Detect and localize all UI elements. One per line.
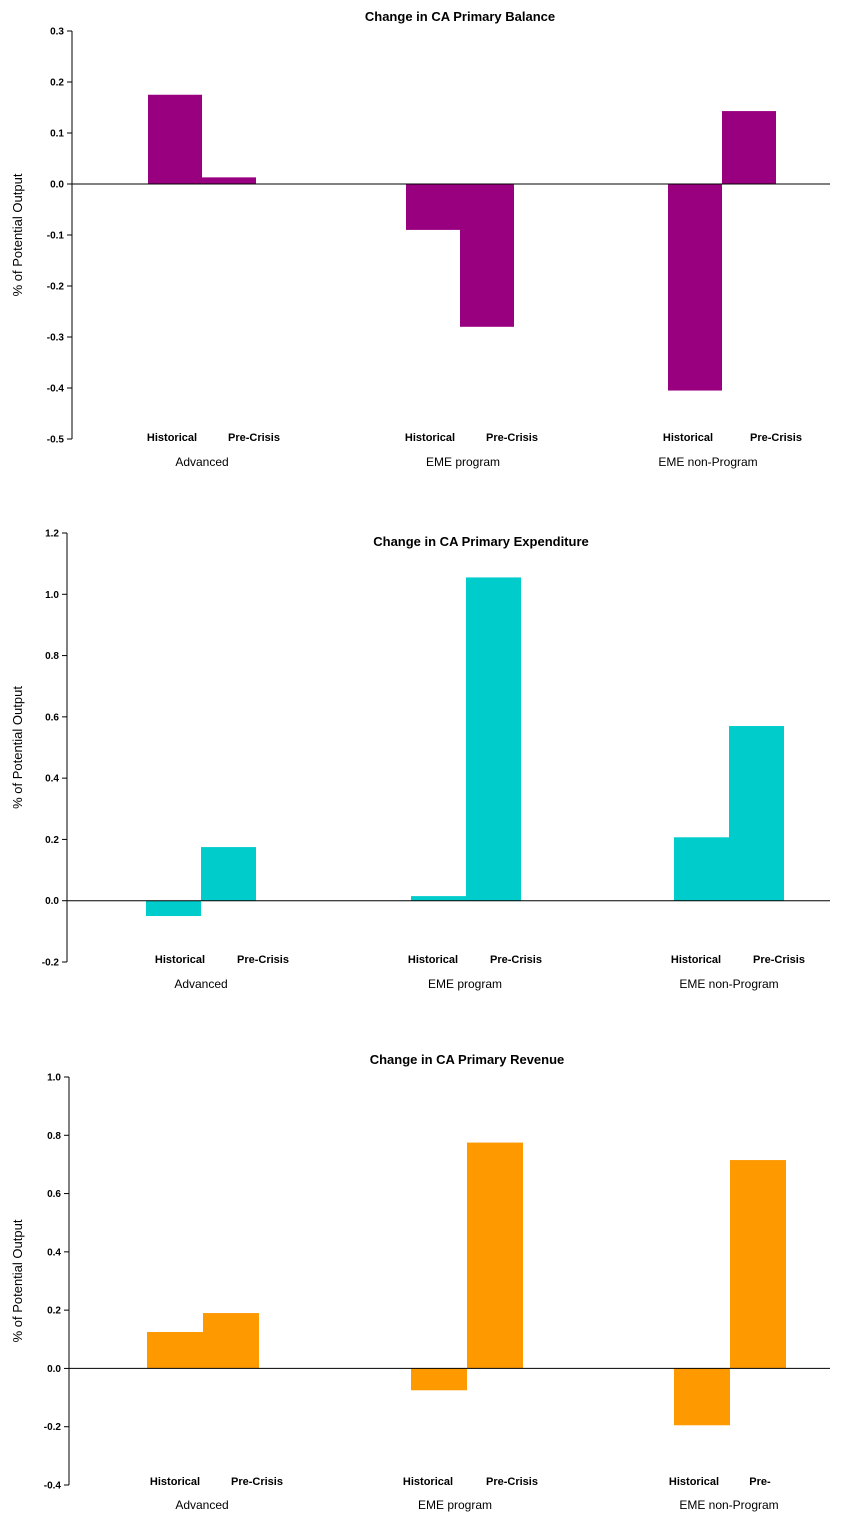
- bar-eme-non-program-pre-crisis: [729, 726, 784, 901]
- bar-category-label: Pre-: [749, 1476, 771, 1488]
- bar-eme-non-program-pre-crisis: [730, 1160, 786, 1369]
- bar-advanced-pre-crisis: [203, 1313, 259, 1369]
- group-label: Advanced: [175, 1498, 228, 1512]
- chart-3: Change in CA Primary Revenue % of Potenti…: [10, 1052, 830, 1512]
- y-tick-label: -0.2: [47, 282, 65, 293]
- bar-category-label: Historical: [147, 432, 197, 444]
- chart-2: Change in CA Primary Expenditure % of Pot…: [10, 529, 830, 991]
- bar-category-label: Pre-Crisis: [231, 1476, 283, 1488]
- y-tick-label: -0.4: [44, 1481, 62, 1492]
- y-axis-label: % of Potential Output: [10, 686, 25, 809]
- bar-advanced-historical: [148, 94, 202, 184]
- bar-eme-program-pre-crisis: [460, 184, 514, 327]
- y-tick-label: -0.4: [47, 384, 65, 395]
- chart-1: Change in CA Primary Balance % of Potenti…: [10, 9, 830, 469]
- y-tick-label: 0.3: [50, 27, 64, 38]
- bar-category-label: Historical: [663, 432, 713, 444]
- chart-title: Change in CA Primary Balance: [365, 9, 555, 24]
- group-label: EME program: [418, 1498, 492, 1512]
- chart-title: Change in CA Primary Expenditure: [373, 534, 589, 549]
- y-tick-label: -0.3: [47, 333, 65, 344]
- group-label: EME program: [426, 455, 500, 469]
- y-tick-label: 0.0: [50, 180, 64, 191]
- y-tick-label: 0.8: [45, 651, 59, 662]
- group-label: EME program: [428, 977, 502, 991]
- bar-category-label: Pre-Crisis: [228, 432, 280, 444]
- bar-eme-non-program-historical: [668, 184, 722, 391]
- bar-eme-non-program-historical: [674, 1368, 730, 1426]
- bar-eme-program-historical: [406, 184, 460, 230]
- group-label: EME non-Program: [658, 455, 757, 469]
- bar-advanced-historical: [147, 1332, 203, 1369]
- y-tick-label: 0.2: [45, 835, 59, 846]
- y-tick-label: 0.6: [47, 1189, 61, 1200]
- bar-category-label: Pre-Crisis: [486, 1476, 538, 1488]
- bar-category-label: Historical: [408, 954, 458, 966]
- y-tick-label: 1.2: [45, 529, 59, 540]
- y-tick-label: -0.1: [47, 231, 65, 242]
- bar-eme-program-historical: [411, 896, 466, 901]
- y-tick-label: 0.8: [47, 1131, 61, 1142]
- bar-category-label: Historical: [669, 1476, 719, 1488]
- y-tick-label: 0.4: [45, 774, 59, 785]
- bar-eme-program-historical: [411, 1368, 467, 1391]
- y-tick-label: 0.2: [47, 1306, 61, 1317]
- bar-category-label: Historical: [150, 1476, 200, 1488]
- bar-advanced-pre-crisis: [202, 177, 256, 184]
- bar-category-label: Historical: [405, 432, 455, 444]
- bar-eme-program-pre-crisis: [467, 1142, 523, 1369]
- y-tick-label: 0.0: [45, 896, 59, 907]
- bar-advanced-historical: [146, 900, 201, 917]
- y-tick-label: 1.0: [47, 1073, 61, 1084]
- group-label: Advanced: [174, 977, 227, 991]
- bar-eme-program-pre-crisis: [466, 577, 521, 901]
- bar-category-label: Historical: [155, 954, 205, 966]
- y-tick-label: 0.6: [45, 712, 59, 723]
- group-label: EME non-Program: [679, 1498, 778, 1512]
- y-tick-label: 1.0: [45, 590, 59, 601]
- chart-title: Change in CA Primary Revenue: [370, 1052, 565, 1067]
- group-label: EME non-Program: [679, 977, 778, 991]
- y-axis-label: % of Potential Output: [10, 1219, 25, 1342]
- y-tick-label: -0.2: [42, 958, 60, 969]
- bar-category-label: Historical: [403, 1476, 453, 1488]
- bar-category-label: Pre-Crisis: [486, 432, 538, 444]
- y-tick-label: 0.1: [50, 129, 64, 140]
- group-label: Advanced: [175, 455, 228, 469]
- bar-eme-non-program-pre-crisis: [722, 111, 776, 184]
- bar-category-label: Historical: [671, 954, 721, 966]
- y-tick-label: -0.2: [44, 1422, 62, 1433]
- y-tick-label: 0.4: [47, 1247, 61, 1258]
- bar-category-label: Pre-Crisis: [753, 954, 805, 966]
- y-tick-label: -0.5: [47, 435, 65, 446]
- bar-category-label: Pre-Crisis: [237, 954, 289, 966]
- bar-advanced-pre-crisis: [201, 847, 256, 901]
- y-tick-label: 0.2: [50, 78, 64, 89]
- bar-category-label: Pre-Crisis: [490, 954, 542, 966]
- y-tick-label: 0.0: [47, 1364, 61, 1375]
- y-axis-label: % of Potential Output: [10, 173, 25, 296]
- bar-category-label: Pre-Crisis: [750, 432, 802, 444]
- bar-eme-non-program-historical: [674, 837, 729, 901]
